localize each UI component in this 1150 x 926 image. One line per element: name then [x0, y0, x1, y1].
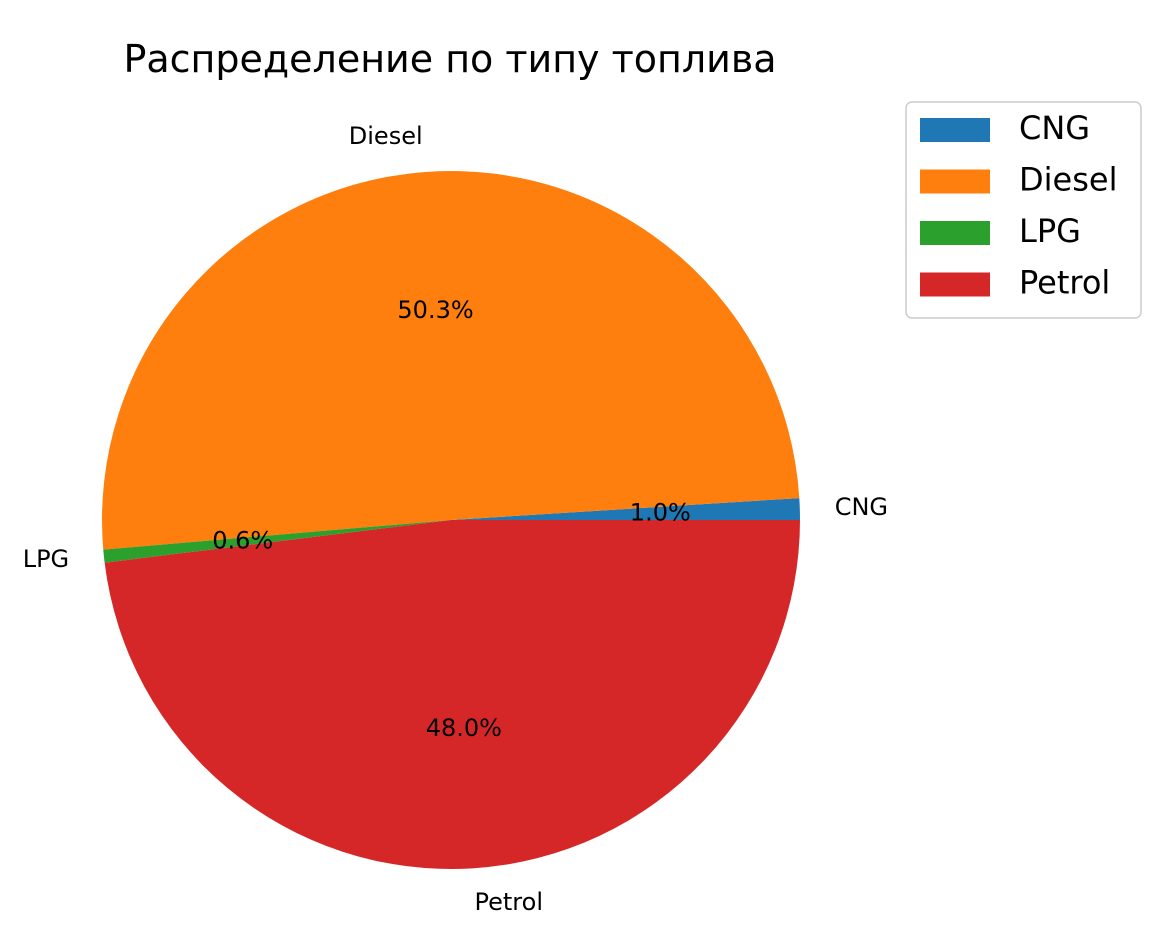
slice-percent-cng: 1.0% — [630, 498, 691, 526]
pie-slices — [102, 171, 800, 870]
slice-percent-labels: 1.0% 50.3% 0.6% 48.0% — [212, 296, 691, 742]
legend-swatch-cng — [920, 118, 990, 142]
legend: CNG Diesel LPG Petrol — [905, 101, 1142, 319]
legend-swatch-lpg — [920, 221, 990, 245]
legend-label-cng: CNG — [1019, 109, 1090, 147]
legend-label-lpg: LPG — [1019, 212, 1081, 250]
pie-slice-cng — [451, 498, 800, 520]
legend-box — [905, 101, 1142, 319]
legend-label-diesel: Diesel — [1019, 161, 1117, 199]
slice-label-petrol: Petrol — [475, 888, 543, 916]
slice-label-lpg: LPG — [23, 545, 69, 573]
slice-percent-lpg: 0.6% — [212, 527, 273, 555]
legend-label-petrol: Petrol — [1019, 264, 1110, 302]
legend-swatch-petrol — [920, 272, 990, 297]
slice-label-diesel: Diesel — [349, 122, 423, 150]
slice-percent-petrol: 48.0% — [426, 714, 502, 742]
slice-labels: CNG Diesel LPG Petrol — [23, 122, 888, 916]
pie-slice-diesel — [102, 171, 800, 550]
pie-slice-lpg — [103, 520, 452, 563]
legend-swatch-diesel — [920, 169, 990, 194]
pie-slice-petrol — [104, 520, 800, 870]
slice-label-cng: CNG — [835, 493, 888, 521]
chart-title: Распределение по типу топлива — [123, 37, 776, 81]
slice-percent-diesel: 50.3% — [397, 296, 473, 324]
